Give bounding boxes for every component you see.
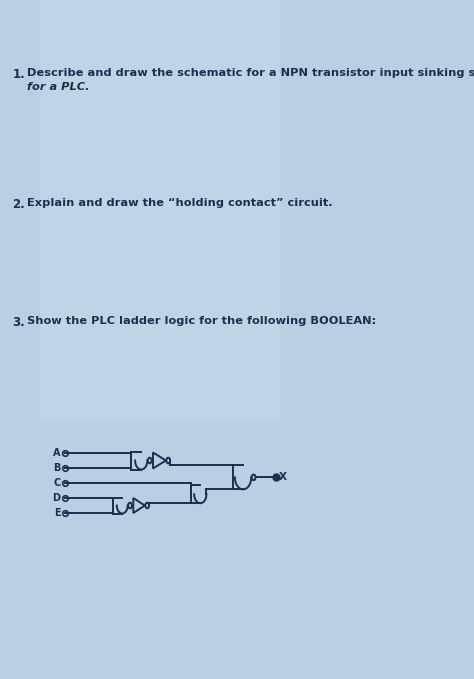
Text: 3.: 3. xyxy=(12,316,25,329)
Text: D: D xyxy=(53,493,60,503)
Circle shape xyxy=(166,458,170,463)
Circle shape xyxy=(128,502,132,509)
Text: Explain and draw the “holding contact” circuit.: Explain and draw the “holding contact” c… xyxy=(27,198,333,208)
Text: B: B xyxy=(53,463,60,473)
Circle shape xyxy=(148,458,152,463)
Text: A: A xyxy=(53,448,60,458)
Text: X: X xyxy=(279,473,287,482)
Text: 2.: 2. xyxy=(12,198,25,211)
Text: Show the PLC ladder logic for the following BOOLEAN:: Show the PLC ladder logic for the follow… xyxy=(27,316,376,326)
Text: E: E xyxy=(54,508,60,518)
Circle shape xyxy=(146,502,149,509)
Circle shape xyxy=(252,475,255,480)
Text: C: C xyxy=(53,478,60,488)
Text: 1.: 1. xyxy=(12,68,25,81)
Text: for a PLC.: for a PLC. xyxy=(27,82,90,92)
Bar xyxy=(41,0,278,420)
Text: Describe and draw the schematic for a NPN transistor input sinking sensor: Describe and draw the schematic for a NP… xyxy=(27,68,474,78)
